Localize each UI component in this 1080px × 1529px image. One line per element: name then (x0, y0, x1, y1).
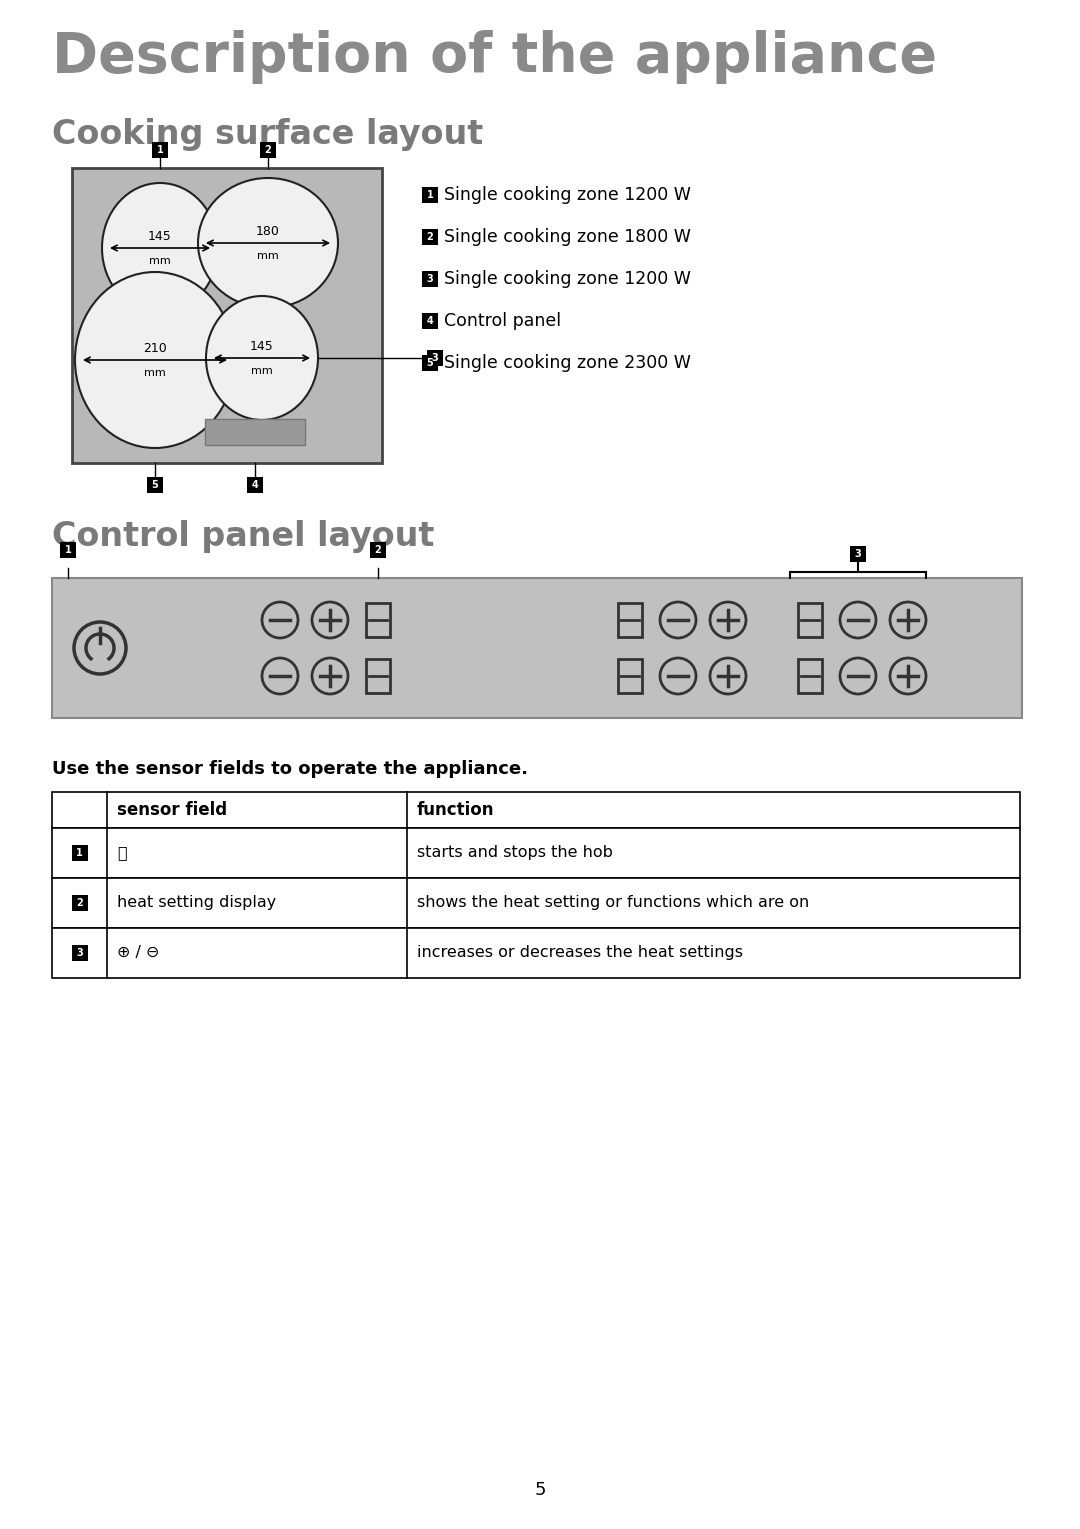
Bar (422, 271, 438, 287)
Circle shape (890, 657, 926, 694)
Bar (247, 477, 264, 492)
Text: 180: 180 (256, 225, 280, 239)
Text: Description of the appliance: Description of the appliance (52, 31, 937, 84)
Text: mm: mm (252, 365, 273, 376)
Text: Use the sensor fields to operate the appliance.: Use the sensor fields to operate the app… (52, 760, 528, 778)
Text: Single cooking zone 1200 W: Single cooking zone 1200 W (444, 271, 691, 287)
Text: ⓘ: ⓘ (117, 846, 126, 861)
Ellipse shape (206, 297, 318, 420)
Bar (422, 313, 438, 329)
Bar (798, 602, 822, 638)
Ellipse shape (102, 183, 218, 313)
Bar (370, 541, 386, 558)
Bar (52, 578, 1022, 719)
Text: 1: 1 (65, 544, 71, 555)
Ellipse shape (198, 177, 338, 307)
Text: 3: 3 (854, 549, 862, 560)
Bar (850, 546, 866, 563)
Text: Single cooking zone 2300 W: Single cooking zone 2300 W (444, 355, 691, 372)
Text: 2: 2 (427, 232, 433, 242)
Bar (260, 142, 276, 157)
Text: 5: 5 (151, 480, 159, 489)
Text: 2: 2 (375, 544, 381, 555)
Bar (71, 846, 87, 861)
Text: sensor field: sensor field (117, 801, 227, 820)
Text: 5: 5 (535, 1482, 545, 1498)
Circle shape (312, 602, 348, 638)
Circle shape (890, 602, 926, 638)
Text: Single cooking zone 1800 W: Single cooking zone 1800 W (444, 228, 691, 246)
Bar (366, 602, 390, 638)
Text: Cooking surface layout: Cooking surface layout (52, 118, 483, 151)
Circle shape (710, 602, 746, 638)
Text: 145: 145 (148, 229, 172, 243)
Text: Single cooking zone 1200 W: Single cooking zone 1200 W (444, 187, 691, 203)
Text: 145: 145 (251, 339, 274, 353)
Text: Control panel: Control panel (444, 312, 562, 330)
Bar (71, 894, 87, 911)
Circle shape (710, 657, 746, 694)
Bar (52, 878, 1020, 928)
Ellipse shape (75, 272, 235, 448)
Text: function: function (417, 801, 495, 820)
Text: mm: mm (144, 368, 166, 378)
Text: increases or decreases the heat settings: increases or decreases the heat settings (417, 945, 743, 960)
Circle shape (312, 657, 348, 694)
Text: mm: mm (257, 251, 279, 261)
Text: shows the heat setting or functions which are on: shows the heat setting or functions whic… (417, 896, 809, 910)
Bar (52, 792, 1020, 829)
Text: 210: 210 (144, 342, 167, 355)
Bar (618, 659, 642, 693)
Circle shape (840, 602, 876, 638)
Text: 5: 5 (427, 358, 433, 368)
Text: 1: 1 (427, 190, 433, 200)
Bar (52, 928, 1020, 979)
Circle shape (660, 602, 696, 638)
Bar (618, 602, 642, 638)
Circle shape (262, 657, 298, 694)
Text: starts and stops the hob: starts and stops the hob (417, 846, 612, 861)
Circle shape (75, 622, 126, 674)
Bar (366, 659, 390, 693)
Text: ⊕ / ⊖: ⊕ / ⊖ (117, 945, 160, 960)
Bar (147, 477, 163, 492)
Bar (71, 945, 87, 962)
Text: 2: 2 (265, 145, 271, 154)
Text: Control panel layout: Control panel layout (52, 520, 434, 553)
Circle shape (840, 657, 876, 694)
Text: 4: 4 (252, 480, 258, 489)
Circle shape (262, 602, 298, 638)
Bar (72, 168, 382, 463)
Text: heat setting display: heat setting display (117, 896, 276, 910)
Bar (422, 355, 438, 372)
Text: 4: 4 (427, 317, 433, 326)
Bar (427, 350, 443, 365)
Bar (422, 229, 438, 245)
Circle shape (660, 657, 696, 694)
Bar (422, 187, 438, 203)
Bar (798, 659, 822, 693)
Bar (152, 142, 168, 157)
Text: 1: 1 (76, 849, 83, 858)
Text: 3: 3 (76, 948, 83, 959)
Bar (60, 541, 76, 558)
Text: 2: 2 (76, 898, 83, 908)
Text: 3: 3 (432, 353, 438, 362)
Bar (52, 829, 1020, 878)
Bar (205, 419, 305, 445)
Text: mm: mm (149, 255, 171, 266)
Text: 3: 3 (427, 274, 433, 284)
Text: 1: 1 (157, 145, 163, 154)
